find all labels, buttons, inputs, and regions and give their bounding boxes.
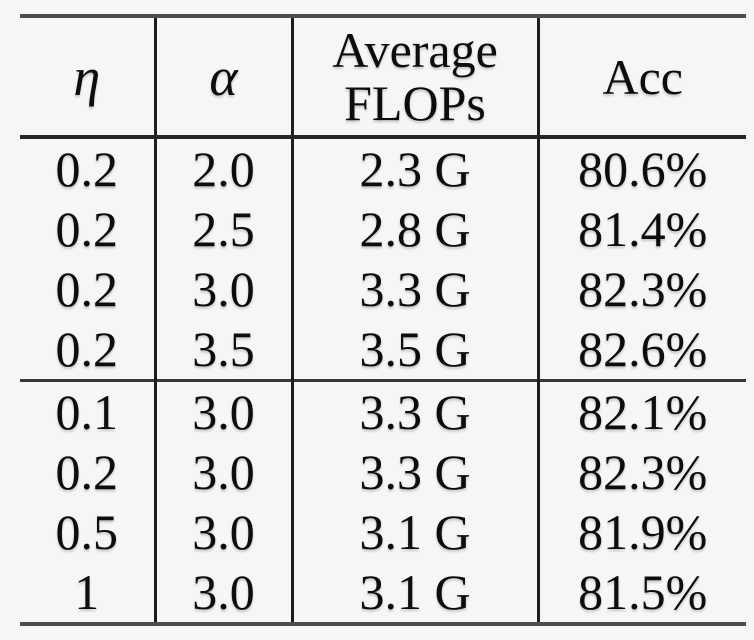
cell-acc: 81.9% [578, 504, 708, 560]
alpha-symbol: α [209, 46, 238, 107]
cell-flops: 2.8 G [292, 199, 540, 259]
cell-alpha: 3.0 [155, 259, 294, 319]
cell-alpha: 3.0 [155, 379, 294, 442]
cell-acc: 81.4% [578, 201, 708, 257]
header-acc: Acc [538, 16, 746, 139]
cell-alpha: 2.0 [155, 137, 294, 199]
cell-acc: 81.5% [578, 564, 708, 620]
cell-flops: 3.3 G [292, 259, 540, 319]
cell-eta: 0.5 [20, 502, 157, 562]
cell-flops: 3.3 G [292, 379, 540, 442]
cell-flops: 3.1 G [292, 502, 540, 562]
table-row: 0.5 3.0 3.1 G 81.9% [20, 502, 746, 562]
cell-eta: 0.2 [20, 442, 157, 502]
cell-alpha: 3.5 [155, 319, 294, 381]
header-alpha: α [155, 16, 294, 139]
cell-flops: 3.3 G [292, 442, 540, 502]
ablation-results-table: η α Average FLOPs Acc 0.2 [20, 14, 746, 626]
header-average-flops-line1: Average [332, 21, 498, 78]
table-row: 0.2 2.5 2.8 G 81.4% [20, 199, 746, 259]
header-average-flops-line2: FLOPs [344, 74, 486, 131]
cell-eta: 0.2 [20, 137, 157, 199]
table-row: 0.2 3.0 3.3 G 82.3% [20, 259, 746, 319]
cell-alpha: 2.5 [155, 199, 294, 259]
table-row: 0.2 3.0 3.3 G 82.3% [20, 442, 746, 502]
cell-flops: 3.5 G [292, 319, 540, 381]
table-group-alpha-fixed: 0.1 3.0 3.3 G 82.1% 0.2 3.0 3.3 G 82.3% … [20, 379, 746, 624]
table-row: 0.2 3.5 3.5 G 82.6% [20, 319, 746, 381]
cell-acc: 82.1% [538, 379, 746, 442]
cell-alpha: 3.0 [155, 562, 294, 624]
cell-eta: 0.2 [20, 259, 157, 319]
cell-acc: 82.6% [578, 321, 708, 377]
table-row: 1 3.0 3.1 G 81.5% [20, 562, 746, 624]
cell-acc: 80.6% [578, 141, 708, 197]
cell-flops: 2.3 G [292, 137, 540, 199]
cell-alpha: 3.0 [155, 502, 294, 562]
cell-eta: 0.1 [20, 379, 157, 442]
header-row: η α Average FLOPs Acc [20, 16, 746, 139]
cell-acc: 82.3% [578, 261, 708, 317]
cell-flops: 3.1 G [292, 562, 540, 624]
cell-eta: 0.2 [20, 199, 157, 259]
header-eta: η [20, 16, 157, 139]
cell-acc: 82.3% [578, 444, 708, 500]
table-row: 0.2 2.0 2.3 G 80.6% [20, 137, 746, 199]
cell-eta: 0.2 [20, 319, 157, 381]
table-row: 0.1 3.0 3.3 G 82.1% [20, 379, 746, 442]
eta-symbol: η [73, 46, 101, 107]
table-container: η α Average FLOPs Acc 0.2 [20, 14, 746, 626]
table-group-eta-fixed: 0.2 2.0 2.3 G 80.6% 0.2 2.5 2.8 G 81.4% … [20, 137, 746, 381]
table-header: η α Average FLOPs Acc [20, 16, 746, 139]
cell-eta: 1 [20, 562, 157, 624]
header-acc-label: Acc [602, 48, 684, 105]
cell-alpha: 3.0 [155, 442, 294, 502]
header-average-flops: Average FLOPs [292, 16, 540, 139]
